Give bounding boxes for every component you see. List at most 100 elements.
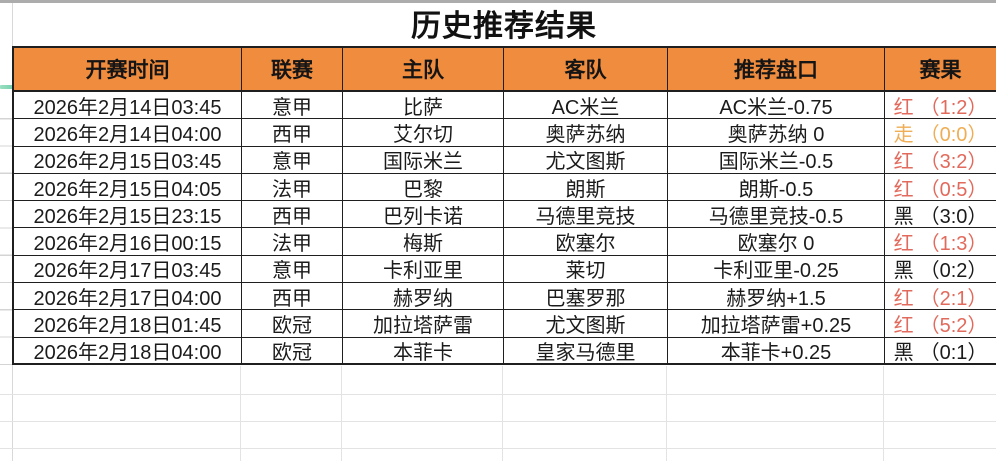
cell-away[interactable]: 巴塞罗那: [504, 283, 668, 311]
table-body: 2026年2月14日03:45 意甲 比萨 AC米兰 AC米兰-0.75 红（1:2） 20…: [14, 92, 996, 365]
cell-result[interactable]: 红（3:2）: [885, 147, 996, 174]
empty-grid-vline: [883, 366, 884, 461]
cell-home[interactable]: 巴列卡诺: [343, 201, 504, 229]
cell-handicap[interactable]: 赫罗纳+1.5: [668, 283, 885, 311]
cell-away[interactable]: 皇家马德里: [504, 337, 668, 365]
top-divider: [0, 0, 996, 3]
result-flag: 红: [893, 233, 914, 256]
table-header-row: 开赛时间 联赛 主队 客队 推荐盘口 赛果: [14, 48, 996, 92]
cell-away[interactable]: 奥萨苏纳: [504, 119, 668, 147]
cell-time[interactable]: 2026年2月16日00:15: [14, 228, 242, 256]
cell-home[interactable]: 赫罗纳: [343, 283, 504, 311]
result-flag: 红: [893, 151, 914, 174]
cell-league[interactable]: 法甲: [242, 228, 343, 256]
cell-result[interactable]: 黑（3:0）: [885, 201, 996, 229]
cell-result[interactable]: 红（0:5）: [885, 174, 996, 202]
table-row: 2026年2月18日04:00 欧冠 本菲卡 皇家马德里 本菲卡+0.25 黑（0:1）: [14, 337, 996, 365]
cell-time[interactable]: 2026年2月15日03:45: [14, 146, 242, 174]
column-header-result[interactable]: 赛果: [885, 48, 996, 92]
cell-home[interactable]: 比萨: [343, 92, 504, 120]
cell-time[interactable]: 2026年2月17日03:45: [14, 255, 242, 284]
cell-handicap[interactable]: AC米兰-0.75: [668, 92, 885, 120]
result-flag: 红: [893, 287, 914, 310]
column-header-home[interactable]: 主队: [343, 48, 504, 92]
cell-handicap[interactable]: 加拉塔萨雷+0.25: [668, 310, 885, 338]
table-row: 2026年2月14日04:00 西甲 艾尔切 奥萨苏纳 奥萨苏纳 0 走（0:0）: [14, 119, 996, 147]
cell-result[interactable]: 黑（0:2）: [885, 256, 996, 284]
cell-away[interactable]: AC米兰: [504, 92, 668, 120]
result-score: （3:2）: [919, 151, 988, 174]
cell-time[interactable]: 2026年2月15日23:15: [14, 201, 242, 229]
cell-handicap[interactable]: 国际米兰-0.5: [668, 146, 885, 174]
cell-result[interactable]: 走（0:0）: [885, 119, 996, 147]
cell-time[interactable]: 2026年2月14日03:45: [14, 92, 242, 120]
result-flag: 红: [893, 178, 914, 201]
cell-result[interactable]: 红（5:2）: [885, 310, 996, 338]
cell-league[interactable]: 意甲: [242, 146, 343, 174]
cell-away[interactable]: 马德里竞技: [504, 201, 668, 229]
cell-away[interactable]: 莱切: [504, 255, 668, 284]
result-flag: 黑: [893, 260, 914, 283]
results-table: 开赛时间 联赛 主队 客队 推荐盘口 赛果 2026年2月14日03:45 意甲比…: [12, 46, 996, 365]
cell-away[interactable]: 尤文图斯: [504, 146, 668, 174]
table-row: 2026年2月15日04:05 法甲 巴黎 朗斯 朗斯-0.5 红（0:5）: [14, 173, 996, 202]
cell-time[interactable]: 2026年2月18日01:45: [14, 310, 242, 338]
cell-league[interactable]: 西甲: [242, 201, 343, 229]
cell-league[interactable]: 欧冠: [242, 337, 343, 365]
cell-handicap[interactable]: 欧塞尔 0: [668, 228, 885, 256]
cell-result[interactable]: 红（1:2）: [885, 92, 996, 120]
result-flag: 黑: [893, 205, 914, 228]
cell-league[interactable]: 西甲: [242, 283, 343, 311]
cell-home[interactable]: 巴黎: [343, 173, 504, 202]
cell-time[interactable]: 2026年2月18日04:00: [14, 337, 242, 365]
column-header-away[interactable]: 客队: [504, 48, 668, 92]
cell-result[interactable]: 黑（0:1）: [885, 338, 996, 365]
table-row: 2026年2月17日04:00 西甲 赫罗纳 巴塞罗那 赫罗纳+1.5 红（2:1）: [14, 283, 996, 311]
cell-handicap[interactable]: 本菲卡+0.25: [668, 337, 885, 365]
column-header-handicap[interactable]: 推荐盘口: [668, 48, 885, 92]
result-score: （1:3）: [919, 233, 988, 256]
cell-home[interactable]: 艾尔切: [343, 119, 504, 147]
cell-handicap[interactable]: 卡利亚里-0.25: [668, 255, 885, 284]
cell-league[interactable]: 西甲: [242, 119, 343, 147]
column-header-league[interactable]: 联赛: [242, 48, 343, 92]
cell-home[interactable]: 本菲卡: [343, 337, 504, 365]
result-score: （2:1）: [919, 287, 988, 310]
result-score: （0:1）: [919, 341, 988, 364]
cell-result[interactable]: 红（2:1）: [885, 283, 996, 311]
empty-grid-hline: [0, 448, 996, 449]
empty-grid-hline: [0, 421, 996, 422]
result-score: （0:2）: [919, 260, 988, 283]
cell-league[interactable]: 意甲: [242, 255, 343, 284]
cell-handicap[interactable]: 马德里竞技-0.5: [668, 201, 885, 229]
empty-grid-hline: [0, 394, 996, 395]
cell-result[interactable]: 红（1:3）: [885, 228, 996, 256]
cell-handicap[interactable]: 朗斯-0.5: [668, 173, 885, 202]
cell-home[interactable]: 国际米兰: [343, 146, 504, 174]
empty-grid-vline: [502, 366, 503, 461]
column-header-time[interactable]: 开赛时间: [14, 48, 242, 92]
cell-time[interactable]: 2026年2月14日04:00: [14, 119, 242, 147]
cell-away[interactable]: 欧塞尔: [504, 228, 668, 256]
cell-away[interactable]: 尤文图斯: [504, 310, 668, 338]
cell-handicap[interactable]: 奥萨苏纳 0: [668, 119, 885, 147]
table-row: 2026年2月17日03:45 意甲 卡利亚里 莱切 卡利亚里-0.25 黑（0:2）: [14, 255, 996, 284]
cell-home[interactable]: 卡利亚里: [343, 255, 504, 284]
page-title: 历史推荐结果: [411, 10, 597, 43]
cell-time[interactable]: 2026年2月15日04:05: [14, 173, 242, 202]
result-flag: 红: [893, 96, 914, 119]
cell-league[interactable]: 法甲: [242, 173, 343, 202]
cell-league[interactable]: 意甲: [242, 92, 343, 120]
cell-home[interactable]: 加拉塔萨雷: [343, 310, 504, 338]
result-flag: 走: [893, 123, 914, 146]
cell-away[interactable]: 朗斯: [504, 173, 668, 202]
result-score: （0:0）: [919, 123, 988, 146]
cell-home[interactable]: 梅斯: [343, 228, 504, 256]
cell-time[interactable]: 2026年2月17日04:00: [14, 283, 242, 311]
result-score: （3:0）: [919, 205, 988, 228]
empty-grid-vline: [666, 366, 667, 461]
left-row-gridlines: [0, 92, 12, 366]
cell-league[interactable]: 欧冠: [242, 310, 343, 338]
table-row: 2026年2月16日00:15 法甲 梅斯 欧塞尔 欧塞尔 0 红（1:3）: [14, 228, 996, 256]
